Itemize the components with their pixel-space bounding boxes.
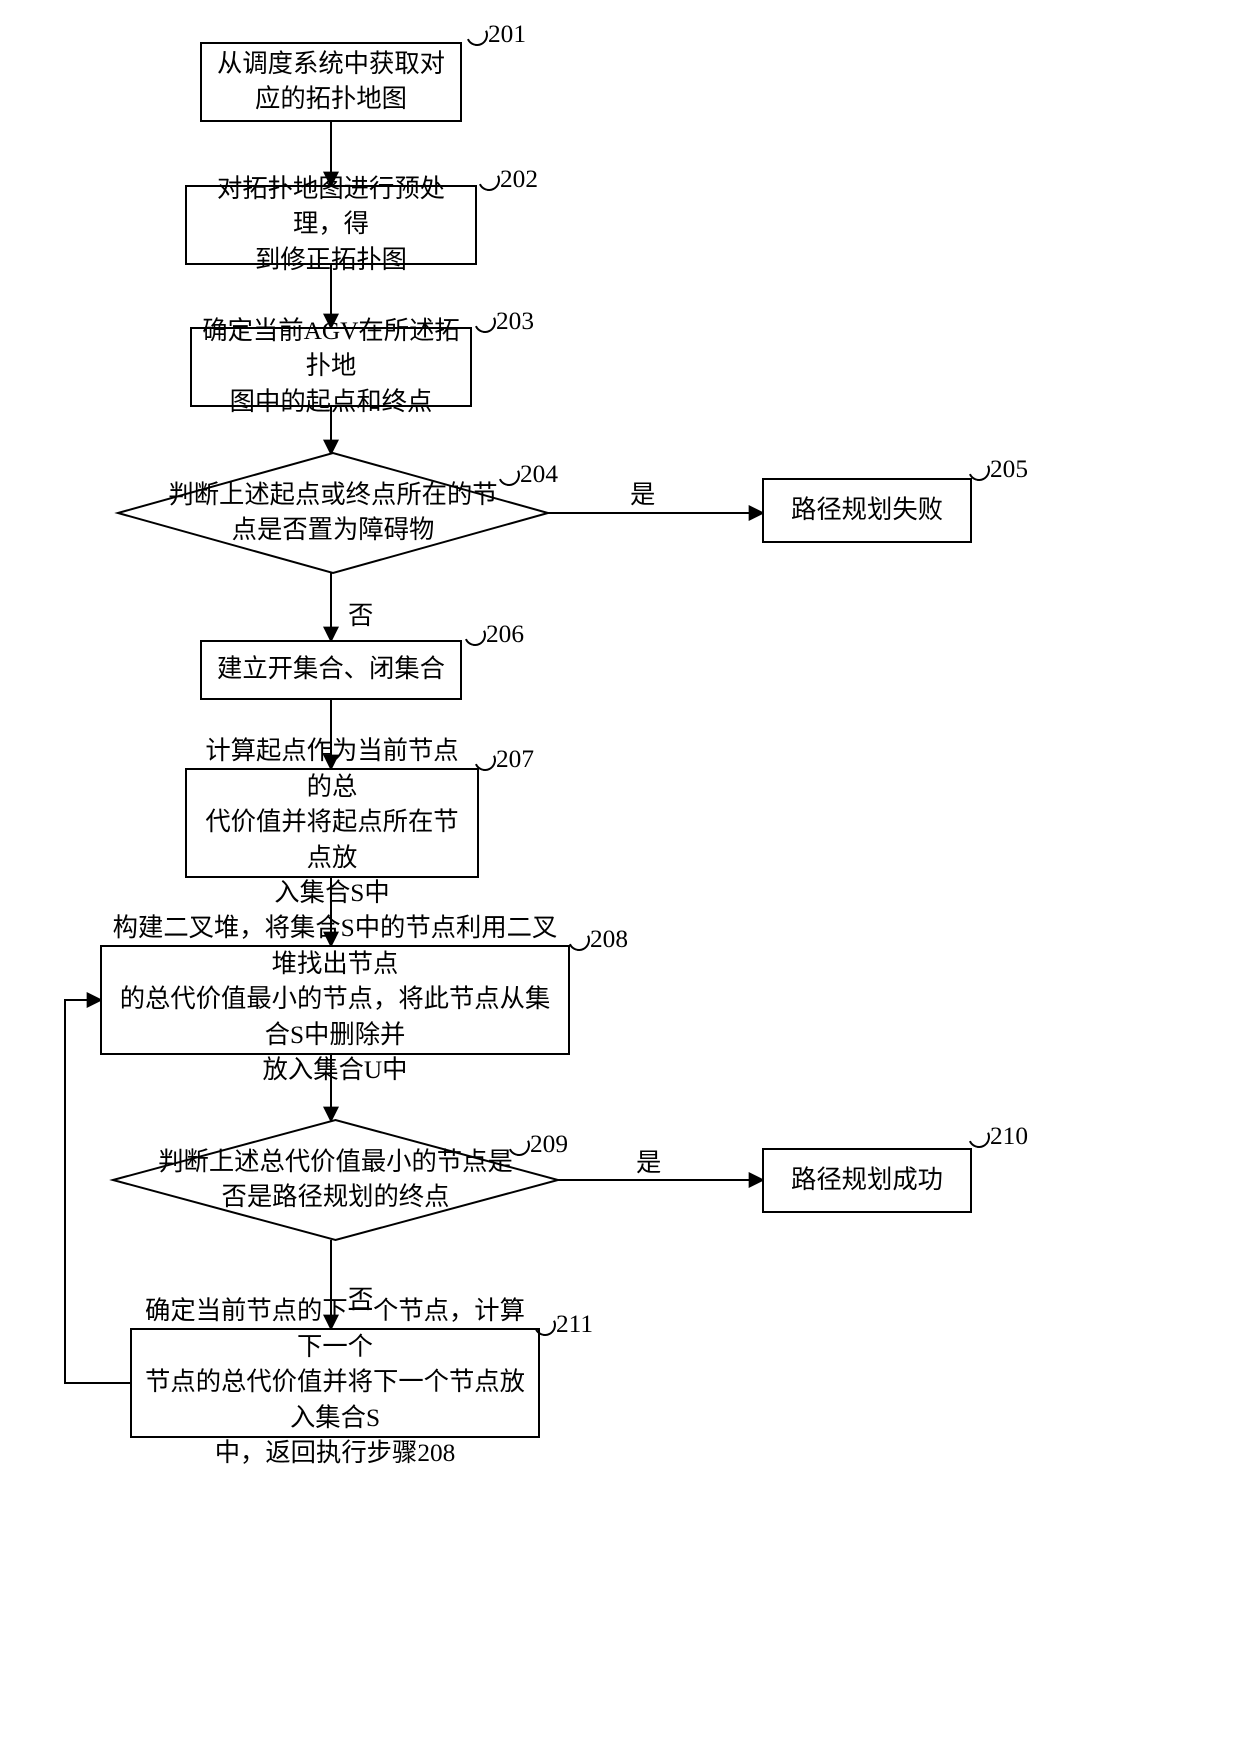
decision-n209: 判断上述总代价值最小的节点是否是路径规划的终点 bbox=[113, 1120, 558, 1240]
step-number-text: 210 bbox=[990, 1122, 1028, 1150]
edge-label-e10: 否 bbox=[348, 1280, 373, 1316]
decision-n204: 判断上述起点或终点所在的节点是否置为障碍物 bbox=[118, 453, 548, 573]
step-label-201: 201 bbox=[488, 20, 526, 49]
edge-label-e5: 否 bbox=[348, 596, 373, 632]
step-number-text: 201 bbox=[488, 20, 526, 48]
step-label-208: 208 bbox=[590, 925, 628, 954]
node-text: 路径规划成功 bbox=[791, 1163, 943, 1198]
step-label-203: 203 bbox=[496, 307, 534, 336]
node-text: 判断上述起点或终点所在的节点是否置为障碍物 bbox=[168, 478, 497, 549]
step-label-206: 206 bbox=[486, 620, 524, 649]
process-n202: 对拓扑地图进行预处理，得到修正拓扑图 bbox=[185, 185, 477, 265]
step-label-210: 210 bbox=[990, 1122, 1028, 1151]
step-number-text: 211 bbox=[556, 1310, 593, 1338]
step-number-text: 208 bbox=[590, 925, 628, 953]
step-label-204: 204 bbox=[520, 460, 558, 489]
step-label-209: 209 bbox=[530, 1130, 568, 1159]
process-n206: 建立开集合、闭集合 bbox=[200, 640, 462, 700]
step-number-text: 203 bbox=[496, 307, 534, 335]
node-text: 计算起点作为当前节点的总代价值并将起点所在节点放入集合S中 bbox=[197, 734, 467, 911]
step-label-211: 211 bbox=[556, 1310, 593, 1339]
node-text: 对拓扑地图进行预处理，得到修正拓扑图 bbox=[197, 172, 465, 278]
step-number-text: 206 bbox=[486, 620, 524, 648]
process-n203: 确定当前AGV在所述拓扑地图中的起点和终点 bbox=[190, 327, 472, 407]
step-number-text: 205 bbox=[990, 455, 1028, 483]
flowchart-canvas: 从调度系统中获取对应的拓扑地图对拓扑地图进行预处理，得到修正拓扑图确定当前AGV… bbox=[0, 0, 1240, 1744]
edge-label-e9: 是 bbox=[636, 1143, 661, 1179]
node-text: 构建二叉堆，将集合S中的节点利用二叉堆找出节点的总代价值最小的节点，将此节点从集… bbox=[112, 911, 558, 1088]
step-number-text: 204 bbox=[520, 460, 558, 488]
node-text: 确定当前AGV在所述拓扑地图中的起点和终点 bbox=[202, 314, 460, 420]
edge-label-e4: 是 bbox=[630, 475, 655, 511]
process-n208: 构建二叉堆，将集合S中的节点利用二叉堆找出节点的总代价值最小的节点，将此节点从集… bbox=[100, 945, 570, 1055]
process-n205: 路径规划失败 bbox=[762, 478, 972, 543]
node-text: 确定当前节点的下一个节点，计算下一个节点的总代价值并将下一个节点放入集合S中，返… bbox=[142, 1294, 528, 1471]
step-label-202: 202 bbox=[500, 165, 538, 194]
process-n207: 计算起点作为当前节点的总代价值并将起点所在节点放入集合S中 bbox=[185, 768, 479, 878]
node-text: 建立开集合、闭集合 bbox=[217, 652, 445, 687]
step-number-text: 209 bbox=[530, 1130, 568, 1158]
process-n210: 路径规划成功 bbox=[762, 1148, 972, 1213]
step-number-text: 202 bbox=[500, 165, 538, 193]
node-text: 判断上述总代价值最小的节点是否是路径规划的终点 bbox=[158, 1145, 513, 1216]
process-n201: 从调度系统中获取对应的拓扑地图 bbox=[200, 42, 462, 122]
step-label-205: 205 bbox=[990, 455, 1028, 484]
step-label-207: 207 bbox=[496, 745, 534, 774]
process-n211: 确定当前节点的下一个节点，计算下一个节点的总代价值并将下一个节点放入集合S中，返… bbox=[130, 1328, 540, 1438]
node-text: 从调度系统中获取对应的拓扑地图 bbox=[217, 47, 445, 118]
node-text: 路径规划失败 bbox=[791, 493, 943, 528]
step-number-text: 207 bbox=[496, 745, 534, 773]
